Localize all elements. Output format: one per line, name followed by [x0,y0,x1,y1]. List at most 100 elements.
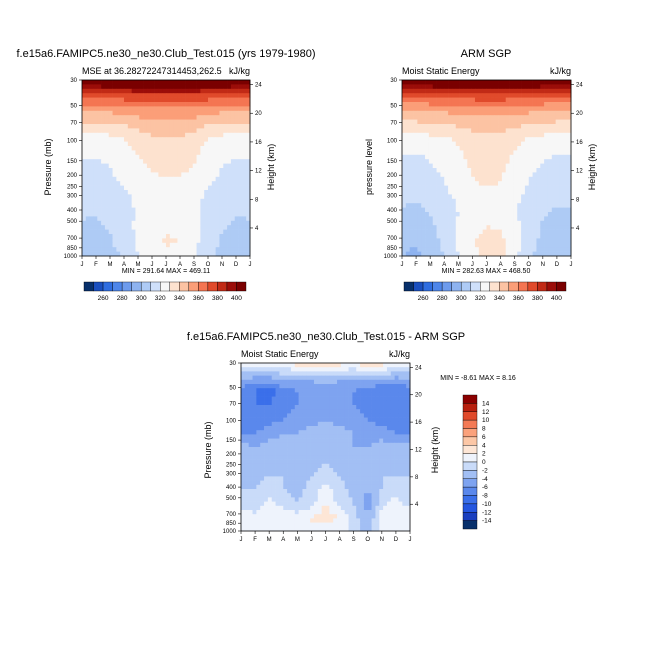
contour-cell [252,426,257,431]
contour-cell [494,124,499,129]
contour-cell [375,426,380,431]
contour-cell [409,124,414,129]
contour-cell [398,459,403,465]
contour-cell [448,216,453,222]
contour-cell [104,251,110,257]
contour-cell [501,93,507,98]
contour-cell [162,150,167,156]
contour-cell [131,115,136,120]
contour-cell [325,375,330,381]
contour-cell [310,388,315,393]
contour-cell [108,207,113,213]
contour-cell [302,400,307,406]
contour-cell [135,115,140,120]
contour-cell [363,447,369,452]
contour-cell [93,150,98,156]
contour-cell [513,242,518,248]
contour-cell [215,216,220,222]
contour-cell [158,110,163,116]
contour-cell [436,159,441,164]
contour-cell [540,128,545,134]
contour-cell [260,472,265,477]
contour-cell [406,371,411,376]
contour-cell [375,400,380,406]
contour-cell [513,124,518,129]
contour-cell [116,119,121,125]
contour-cell [139,124,144,129]
contour-cell [241,363,246,368]
contour-cell [406,375,411,381]
contour-cell [290,379,296,385]
contour-cell [208,128,213,134]
contour-cell [215,242,220,248]
contour-cell [223,124,228,129]
contour-cell [325,413,330,418]
contour-cell [524,93,530,98]
contour-cell [509,110,514,116]
contour-cell [252,447,257,452]
contour-cell [498,176,503,182]
contour-cell [551,190,556,195]
contour-cell [173,128,178,134]
contour-cell [521,163,526,169]
contour-cell [112,132,117,138]
contour-cell [139,84,144,90]
contour-cell [173,102,178,107]
contour-cell [166,84,171,90]
contour-cell [471,80,476,85]
colorbar-swatch [527,281,538,292]
contour-cell [540,154,545,160]
contour-cell [306,396,311,402]
contour-cell [482,84,487,90]
contour-cell [150,168,155,173]
contour-cell [356,451,361,456]
contour-cell [333,480,338,486]
contour-cell [413,124,418,129]
contour-cell [413,163,418,169]
contour-cell [317,413,323,418]
contour-cell [101,132,106,138]
contour-cell [290,371,296,376]
contour-cell [290,434,296,439]
contour-cell [451,229,457,235]
contour-cell [428,137,434,142]
contour-cell [390,421,395,427]
contour-cell [89,141,94,147]
contour-cell [494,80,499,85]
contour-cell [444,203,449,208]
contour-cell [375,392,380,397]
contour-cell [329,459,334,465]
contour-cell [498,102,503,107]
contour-cell [486,128,491,134]
contour-cell [238,212,243,217]
contour-cell [211,181,216,186]
contour-cell [146,198,152,204]
contour-cell [451,97,457,103]
contour-cell [547,207,553,213]
contour-cell [116,159,121,164]
contour-cell [513,163,518,169]
contour-cell [463,168,468,173]
contour-cell [555,163,560,169]
contour-cell [287,371,292,376]
contour-cell [444,97,449,103]
contour-cell [241,430,246,435]
contour-cell [246,190,251,195]
contour-cell [413,119,418,125]
contour-cell [306,405,311,410]
contour-cell [124,141,129,147]
contour-cell [329,430,334,435]
contour-cell [498,119,503,125]
contour-cell [241,463,246,469]
contour-cell [405,97,411,103]
contour-cell [405,124,411,129]
contour-cell [440,102,445,107]
contour-cell [463,150,468,156]
contour-cell [329,388,334,393]
contour-cell [421,115,426,120]
contour-cell [532,172,537,178]
contour-cell [242,119,247,125]
contour-cell [267,379,273,385]
contour-cell [344,392,349,397]
y-tick-label: 1000 [384,254,398,260]
